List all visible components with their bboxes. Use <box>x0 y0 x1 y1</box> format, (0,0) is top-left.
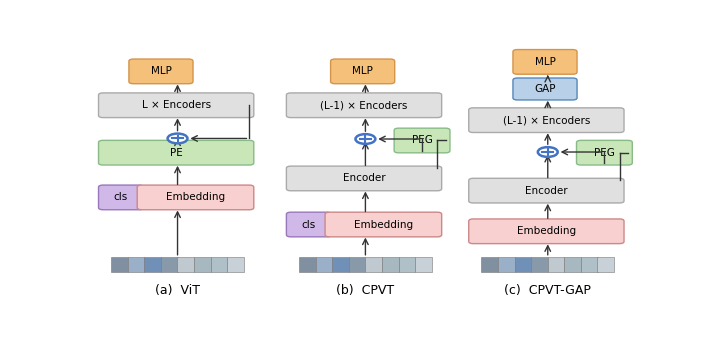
Text: (L-1) × Encoders: (L-1) × Encoders <box>320 100 408 110</box>
FancyBboxPatch shape <box>382 257 399 271</box>
FancyBboxPatch shape <box>365 257 382 271</box>
Text: MLP: MLP <box>150 67 171 76</box>
FancyBboxPatch shape <box>299 257 316 271</box>
Text: (b)  CPVT: (b) CPVT <box>337 284 394 297</box>
Text: PE: PE <box>170 148 183 158</box>
FancyBboxPatch shape <box>468 108 624 132</box>
FancyBboxPatch shape <box>581 257 597 271</box>
FancyBboxPatch shape <box>548 257 565 271</box>
FancyBboxPatch shape <box>531 257 548 271</box>
FancyBboxPatch shape <box>597 257 614 271</box>
Text: PEG: PEG <box>594 148 615 158</box>
FancyBboxPatch shape <box>325 212 441 237</box>
Text: Embedding: Embedding <box>354 220 413 230</box>
FancyBboxPatch shape <box>178 257 194 271</box>
FancyBboxPatch shape <box>287 93 441 118</box>
FancyBboxPatch shape <box>161 257 178 271</box>
Circle shape <box>356 134 375 144</box>
FancyBboxPatch shape <box>349 257 366 271</box>
Text: MLP: MLP <box>352 67 373 76</box>
Circle shape <box>168 133 188 143</box>
FancyBboxPatch shape <box>111 257 128 271</box>
Text: (c)  CPVT-GAP: (c) CPVT-GAP <box>504 284 591 297</box>
FancyBboxPatch shape <box>468 178 624 203</box>
Text: L × Encoders: L × Encoders <box>142 100 211 110</box>
FancyBboxPatch shape <box>513 50 577 74</box>
Text: PEG: PEG <box>411 136 433 145</box>
FancyBboxPatch shape <box>227 257 244 271</box>
FancyBboxPatch shape <box>210 257 227 271</box>
FancyBboxPatch shape <box>577 140 632 165</box>
FancyBboxPatch shape <box>394 128 450 153</box>
Text: Encoder: Encoder <box>525 186 568 196</box>
FancyBboxPatch shape <box>98 93 254 118</box>
Text: (a)  ViT: (a) ViT <box>155 284 200 297</box>
FancyBboxPatch shape <box>498 257 515 271</box>
FancyBboxPatch shape <box>399 257 415 271</box>
FancyBboxPatch shape <box>515 257 531 271</box>
FancyBboxPatch shape <box>316 257 332 271</box>
FancyBboxPatch shape <box>468 219 624 244</box>
Text: (L-1) × Encoders: (L-1) × Encoders <box>503 115 590 125</box>
Text: GAP: GAP <box>534 84 555 94</box>
Text: Embedding: Embedding <box>166 193 225 202</box>
FancyBboxPatch shape <box>332 257 349 271</box>
FancyBboxPatch shape <box>98 140 254 165</box>
Circle shape <box>538 147 558 157</box>
FancyBboxPatch shape <box>98 185 143 210</box>
FancyBboxPatch shape <box>513 78 577 100</box>
FancyBboxPatch shape <box>564 257 581 271</box>
FancyBboxPatch shape <box>137 185 254 210</box>
FancyBboxPatch shape <box>128 257 145 271</box>
FancyBboxPatch shape <box>287 166 441 191</box>
Text: MLP: MLP <box>535 57 555 67</box>
FancyBboxPatch shape <box>129 59 193 84</box>
Text: cls: cls <box>302 220 316 230</box>
FancyBboxPatch shape <box>331 59 395 84</box>
FancyBboxPatch shape <box>287 212 331 237</box>
Text: cls: cls <box>114 193 128 202</box>
FancyBboxPatch shape <box>194 257 211 271</box>
Text: Encoder: Encoder <box>343 174 385 183</box>
FancyBboxPatch shape <box>415 257 432 271</box>
FancyBboxPatch shape <box>481 257 498 271</box>
Text: Embedding: Embedding <box>517 226 576 236</box>
FancyBboxPatch shape <box>144 257 161 271</box>
